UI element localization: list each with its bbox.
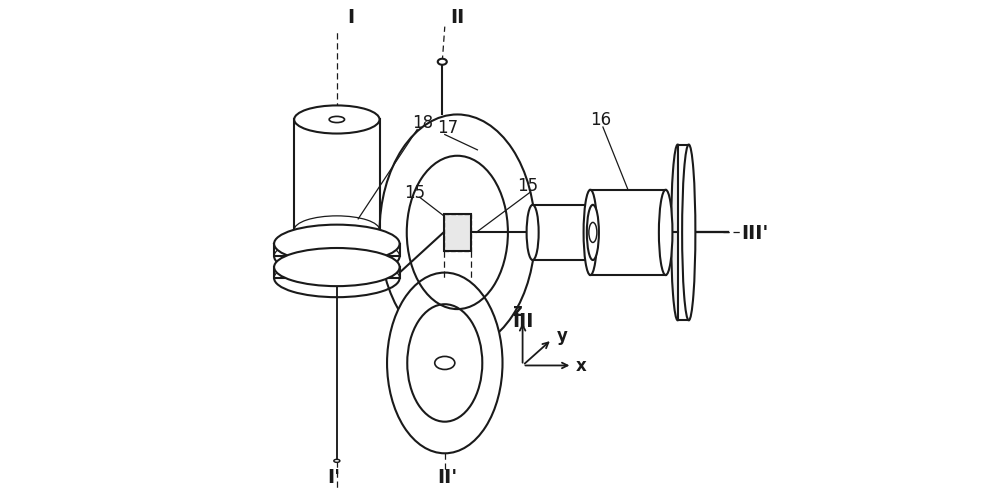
Polygon shape — [533, 205, 593, 261]
Polygon shape — [444, 214, 471, 252]
Text: 15: 15 — [404, 184, 425, 202]
Ellipse shape — [387, 273, 503, 453]
Text: 18: 18 — [412, 114, 433, 132]
Ellipse shape — [584, 190, 597, 276]
Ellipse shape — [659, 190, 672, 276]
Text: 17: 17 — [437, 119, 458, 137]
Text: 15: 15 — [517, 176, 538, 194]
Polygon shape — [678, 145, 689, 321]
Ellipse shape — [380, 115, 535, 351]
Text: II: II — [450, 8, 464, 27]
Text: z: z — [512, 302, 521, 320]
Text: y: y — [557, 327, 567, 345]
Polygon shape — [274, 268, 400, 279]
Ellipse shape — [527, 205, 539, 261]
Ellipse shape — [329, 117, 345, 123]
Text: III': III' — [741, 223, 768, 242]
Polygon shape — [274, 244, 400, 257]
Text: 16: 16 — [590, 111, 611, 129]
Polygon shape — [590, 190, 666, 276]
Text: x: x — [576, 357, 587, 375]
Text: I': I' — [327, 467, 340, 486]
Ellipse shape — [274, 225, 400, 264]
Ellipse shape — [438, 60, 447, 66]
Ellipse shape — [334, 459, 340, 462]
Text: II': II' — [437, 467, 458, 486]
Text: III: III — [512, 311, 533, 330]
Ellipse shape — [294, 106, 380, 134]
Ellipse shape — [682, 145, 695, 321]
Text: I: I — [347, 8, 354, 27]
Ellipse shape — [587, 205, 599, 261]
Ellipse shape — [671, 145, 684, 321]
Ellipse shape — [274, 248, 400, 287]
